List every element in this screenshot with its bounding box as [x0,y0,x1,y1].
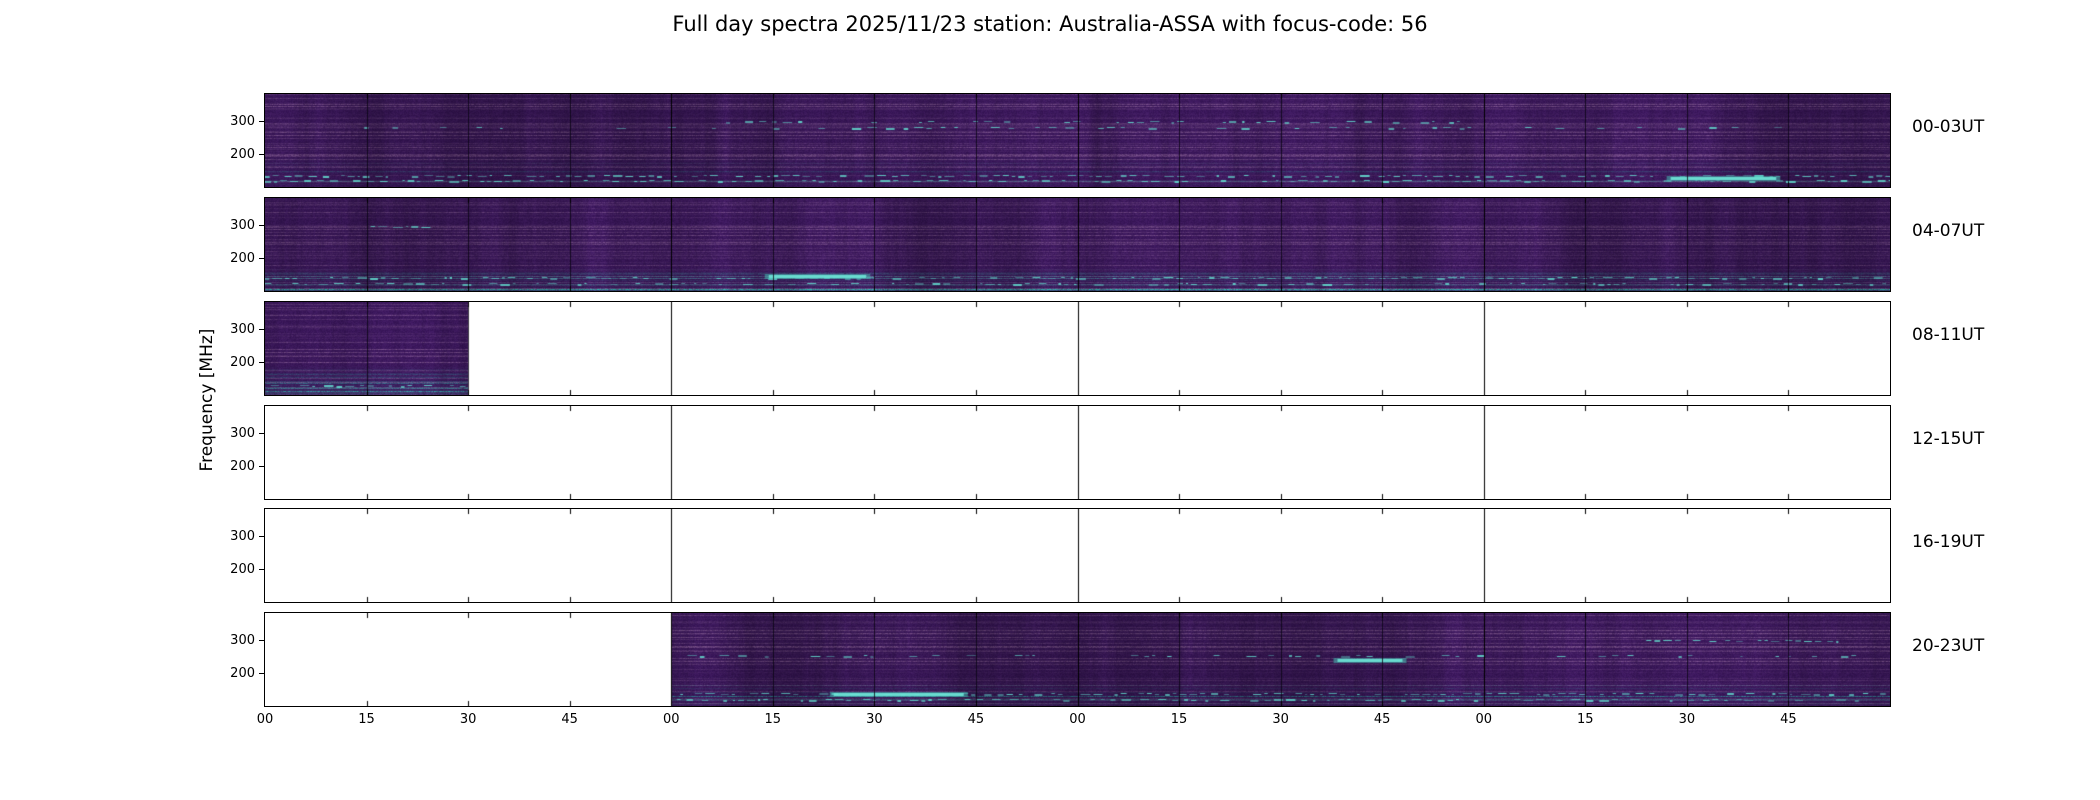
y-tick-label-300: 300 [230,114,255,129]
y-tick-label-200: 200 [230,666,255,681]
spectrogram-panel-3: 300 200 08-11UT [230,301,1984,396]
y-tick-mark-200 [259,466,264,467]
spectrogram-panel-5: 300 200 16-19UT [230,508,1984,603]
y-tick-mark-300 [259,536,264,537]
x-tick-label: 45 [967,712,985,727]
x-tick-label: 30 [866,712,883,727]
panel-time-label: 20-23UT [1912,635,1985,656]
y-tick-mark-300 [259,640,264,641]
y-tick-label-200: 200 [230,355,255,370]
x-tick-label: 00 [662,712,680,727]
y-tick-label-200: 200 [230,562,255,577]
panel-time-label: 16-19UT [1912,531,1985,552]
y-tick-label-300: 300 [230,633,255,648]
y-axis-label: Frequency [MHz] [197,328,217,472]
y-tick-label-300: 300 [230,529,255,544]
y-tick-mark-300 [259,433,264,434]
x-tick-label: 15 [764,712,782,727]
spectrogram-panel-2: 300 200 04-07UT [230,197,1984,292]
spectrogram-panel-6: 300 200 20-23UT [230,612,1984,707]
spectrogram-canvas [265,613,1890,706]
spectrogram-panel-1: 300 200 00-03UT [230,93,1984,188]
y-tick-mark-300 [259,225,264,226]
spectrogram-canvas [265,509,1890,602]
y-tick-mark-200 [259,154,264,155]
panel-time-label: 00-03UT [1912,116,1985,137]
x-tick-label: 45 [1373,712,1391,727]
y-tick-mark-300 [259,121,264,122]
y-tick-mark-300 [259,329,264,330]
spectrogram-panel-4: 300 200 12-15UT [230,405,1984,500]
x-tick-label: 00 [1069,712,1086,727]
spectrogram-canvas [265,94,1890,187]
y-tick-label-300: 300 [230,218,255,233]
spectrogram-canvas [265,198,1890,291]
y-tick-mark-200 [259,258,264,259]
x-tick-label: 30 [1678,712,1696,727]
panel-time-label: 12-15UT [1912,428,1985,449]
spectrogram-canvas [265,302,1890,395]
panel-time-label: 08-11UT [1912,324,1985,345]
x-tick-label: 45 [561,712,578,727]
y-tick-mark-200 [259,673,264,674]
y-tick-label-200: 200 [230,251,255,266]
x-tick-label: 45 [1780,712,1797,727]
panel-time-label: 04-07UT [1912,220,1985,241]
x-tick-label: 15 [1577,712,1594,727]
x-tick-label: 30 [459,712,477,727]
y-tick-mark-200 [259,362,264,363]
y-tick-label-300: 300 [230,426,255,441]
y-tick-mark-200 [259,569,264,570]
x-tick-label: 15 [358,712,375,727]
spectrogram-canvas [265,406,1890,499]
x-tick-label: 00 [1475,712,1493,727]
y-tick-label-200: 200 [230,459,255,474]
figure-title: Full day spectra 2025/11/23 station: Aus… [672,12,1428,36]
x-tick-label: 15 [1170,712,1188,727]
y-tick-label-300: 300 [230,322,255,337]
x-tick-label: 30 [1272,712,1289,727]
y-tick-label-200: 200 [230,147,255,162]
x-tick-label: 00 [256,712,274,727]
